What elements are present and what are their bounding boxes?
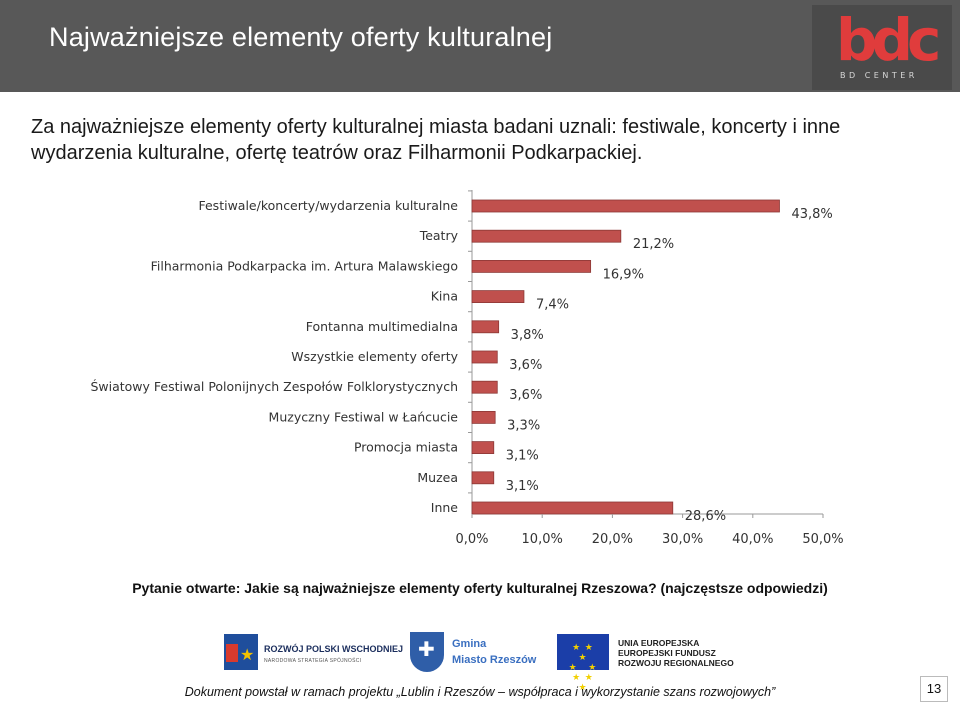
data-label: 43,8% bbox=[791, 207, 832, 222]
bar bbox=[471, 229, 622, 243]
category-label: Inne bbox=[431, 500, 459, 515]
x-tick-label: 30,0% bbox=[662, 532, 703, 547]
gmina-label: Gmina bbox=[452, 638, 487, 650]
bar bbox=[471, 290, 525, 303]
data-label: 3,8% bbox=[511, 328, 544, 343]
data-label: 3,6% bbox=[509, 358, 542, 373]
bar-chart: Festiwale/koncerty/wydarzenia kulturalne… bbox=[90, 190, 844, 547]
eu-line-2: EUROPEJSKI FUNDUSZ bbox=[618, 648, 716, 658]
data-label: 3,6% bbox=[509, 388, 542, 403]
data-label: 3,3% bbox=[507, 418, 540, 433]
category-label: Festiwale/koncerty/wydarzenia kulturalne bbox=[198, 198, 458, 213]
data-label: 3,1% bbox=[506, 449, 539, 464]
category-label: Fontanna multimedialna bbox=[306, 319, 458, 334]
bar bbox=[471, 199, 780, 213]
category-label: Filharmonia Podkarpacka im. Artura Malaw… bbox=[151, 258, 458, 273]
category-label: Promocja miasta bbox=[354, 440, 458, 455]
data-label: 16,9% bbox=[603, 267, 644, 282]
x-tick-label: 0,0% bbox=[455, 532, 488, 547]
bar bbox=[471, 410, 496, 424]
category-label: Muzyczny Festiwal w Łańcucie bbox=[269, 409, 459, 424]
data-label: 28,6% bbox=[685, 509, 726, 524]
x-tick-label: 50,0% bbox=[802, 532, 843, 547]
eu-line-1: UNIA EUROPEJSKA bbox=[618, 638, 700, 648]
bd-center-logo: bdc BD CENTER bbox=[812, 5, 952, 90]
category-label: Teatry bbox=[419, 228, 459, 243]
footer-note: Dokument powstał w ramach projektu „Lubl… bbox=[184, 685, 776, 699]
x-tick-label: 10,0% bbox=[522, 532, 563, 547]
category-label: Kina bbox=[431, 289, 458, 304]
category-label: Światowy Festiwal Polonijnych Zespołów F… bbox=[90, 379, 458, 394]
gmina-name: Miasto Rzeszów bbox=[452, 654, 537, 666]
eu-flag-icon: ★ ★ ★ ★ ★ ★ ★ ★ bbox=[557, 634, 609, 692]
intro-text: Za najważniejsze elementy oferty kultura… bbox=[31, 116, 841, 164]
bar bbox=[471, 380, 498, 394]
bar bbox=[471, 260, 592, 273]
eu-line-3: ROZWOJU REGIONALNEGO bbox=[618, 658, 734, 668]
data-label: 3,1% bbox=[506, 479, 539, 494]
page-number: 13 bbox=[920, 676, 948, 702]
bar bbox=[471, 441, 495, 455]
category-label: Muzea bbox=[417, 470, 458, 485]
bd-center-logo-subtitle: BD CENTER bbox=[840, 71, 918, 80]
rpw-subtitle: NARODOWA STRATEGIA SPÓJNOŚCI bbox=[264, 658, 362, 664]
rzeszow-crest-icon: ✚ bbox=[410, 632, 444, 672]
bar bbox=[471, 350, 498, 364]
bar bbox=[471, 501, 674, 515]
category-label: Wszystkie elementy oferty bbox=[291, 349, 458, 364]
bar bbox=[471, 320, 500, 334]
data-label: 21,2% bbox=[633, 237, 674, 252]
rozwoj-polski-wschodniej-icon: ★ bbox=[224, 634, 258, 670]
x-tick-label: 20,0% bbox=[592, 532, 633, 547]
rpw-name: ROZWÓJ POLSKI WSCHODNIEJ bbox=[264, 644, 404, 654]
data-label: 7,4% bbox=[536, 298, 569, 313]
survey-question: Pytanie otwarte: Jakie są najważniejsze … bbox=[132, 580, 828, 596]
sponsor-logos: ★ ROZWÓJ POLSKI WSCHODNIEJ NARODOWA STRA… bbox=[0, 628, 960, 692]
slide-title: Najważniejsze elementy oferty kulturalne… bbox=[49, 22, 553, 52]
x-tick-label: 40,0% bbox=[732, 532, 773, 547]
bar bbox=[471, 471, 495, 485]
bd-center-logo-word: bdc bbox=[836, 6, 941, 74]
title-bar: Najważniejsze elementy oferty kulturalne… bbox=[0, 0, 960, 92]
